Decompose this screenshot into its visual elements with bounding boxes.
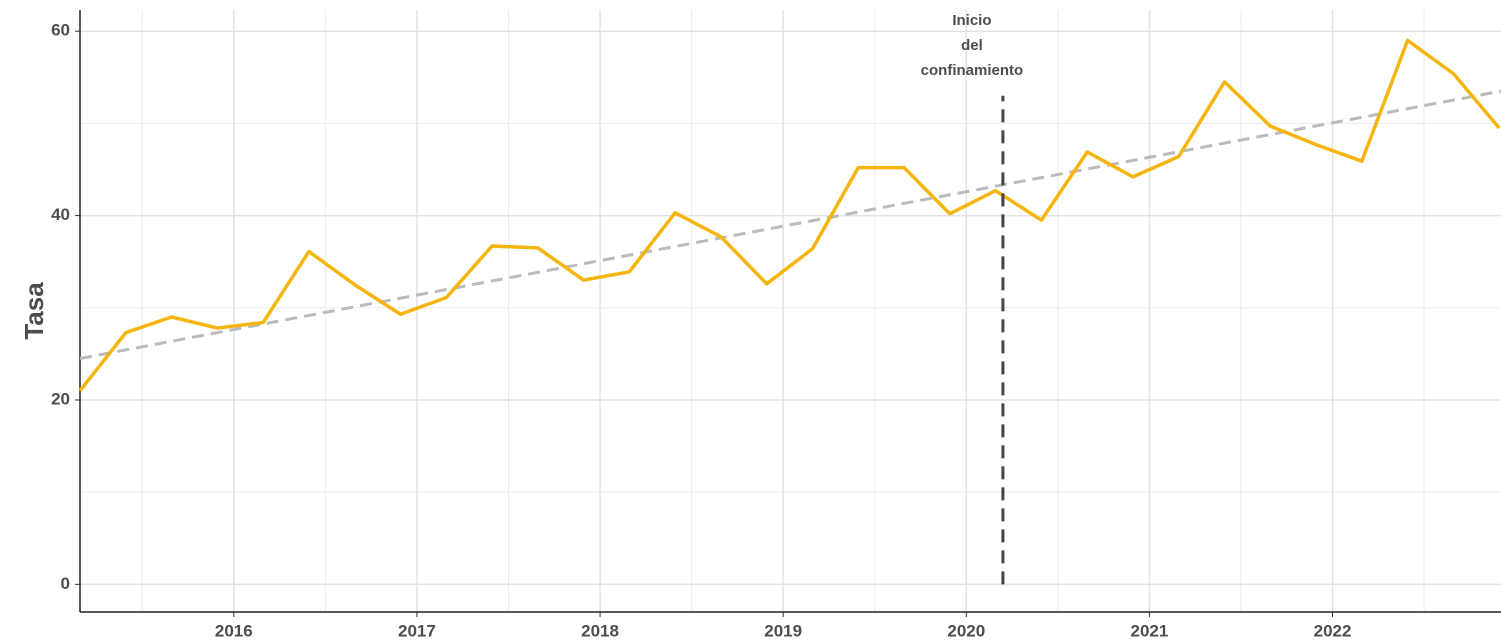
y-tick-label: 40 [51, 205, 70, 224]
y-axis-label: Tasa [19, 282, 49, 340]
y-tick-label: 20 [51, 389, 70, 408]
y-tick-label: 0 [61, 574, 70, 593]
x-tick-label: 2022 [1314, 621, 1352, 640]
data-line [78, 38, 1501, 392]
x-tick-label: 2020 [947, 621, 985, 640]
y-tick-label: 60 [51, 21, 70, 40]
x-tick-label: 2016 [215, 621, 253, 640]
trend-line [79, 89, 1501, 360]
x-tick-label: 2018 [581, 621, 619, 640]
annotation: confinamiento [921, 62, 1024, 79]
x-tick-label: 2017 [398, 621, 436, 640]
x-tick-label: 2021 [1130, 621, 1168, 640]
annotation: Inicio [952, 12, 991, 29]
x-tick-label: 2019 [764, 621, 802, 640]
annotation: del [961, 37, 983, 54]
